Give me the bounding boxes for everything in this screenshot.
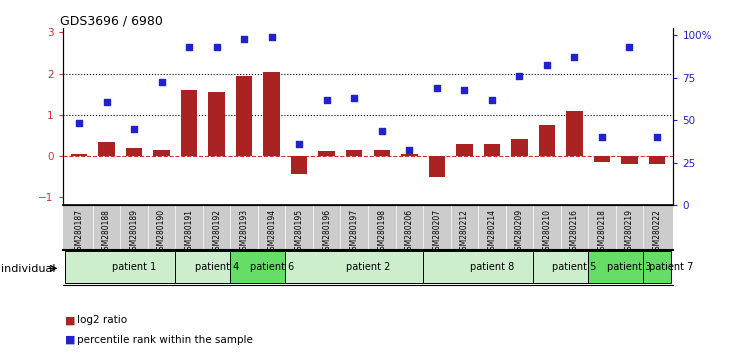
Bar [373, 150, 390, 156]
Point [128, 126, 140, 132]
Point [348, 96, 360, 101]
Text: GSM280198: GSM280198 [378, 209, 386, 255]
Bar [181, 90, 197, 156]
Bar [456, 144, 473, 156]
Point [294, 142, 305, 147]
Bar [126, 148, 142, 156]
Bar [99, 142, 115, 156]
Bar [71, 154, 88, 156]
Bar [346, 150, 363, 156]
Text: GSM280197: GSM280197 [350, 209, 358, 255]
Text: GSM280222: GSM280222 [652, 209, 662, 255]
Text: patient 1: patient 1 [112, 262, 156, 272]
Point [376, 129, 388, 134]
Text: GSM280193: GSM280193 [240, 209, 249, 255]
Bar [175, 251, 230, 283]
Bar [66, 251, 175, 283]
Point [431, 85, 442, 91]
Text: GSM280194: GSM280194 [267, 209, 276, 255]
Bar [643, 251, 670, 283]
Text: GSM280218: GSM280218 [598, 209, 606, 255]
Bar [621, 156, 637, 164]
Text: patient 7: patient 7 [648, 262, 693, 272]
Point [321, 97, 333, 103]
Text: GSM280219: GSM280219 [625, 209, 634, 255]
Text: percentile rank within the sample: percentile rank within the sample [77, 335, 253, 345]
Bar [423, 251, 533, 283]
Bar [236, 76, 252, 156]
Text: patient 3: patient 3 [607, 262, 651, 272]
Text: GSM280209: GSM280209 [515, 209, 524, 255]
Point [183, 44, 195, 50]
Text: GSM280191: GSM280191 [185, 209, 194, 255]
Text: patient 8: patient 8 [470, 262, 514, 272]
Text: GSM280196: GSM280196 [322, 209, 331, 255]
Bar [286, 251, 423, 283]
Text: patient 5: patient 5 [552, 262, 597, 272]
Text: GSM280189: GSM280189 [130, 209, 138, 255]
Text: GSM280190: GSM280190 [157, 209, 166, 255]
Point [101, 99, 113, 105]
Text: ■: ■ [65, 335, 75, 345]
Text: GSM280195: GSM280195 [294, 209, 304, 255]
Text: GSM280207: GSM280207 [432, 209, 442, 255]
Text: individual: individual [1, 264, 55, 274]
Bar [533, 251, 588, 283]
Bar [566, 111, 583, 156]
Text: log2 ratio: log2 ratio [77, 315, 127, 325]
Bar [428, 156, 445, 177]
Point [459, 87, 470, 93]
Point [403, 147, 415, 153]
Text: GSM280206: GSM280206 [405, 209, 414, 255]
Text: patient 2: patient 2 [346, 262, 390, 272]
Bar [648, 156, 665, 164]
Text: ■: ■ [65, 315, 75, 325]
Text: GSM280192: GSM280192 [212, 209, 221, 255]
Bar [319, 151, 335, 156]
Bar [263, 72, 280, 156]
Bar [208, 92, 225, 156]
Bar [511, 139, 528, 156]
Text: GSM280212: GSM280212 [460, 209, 469, 255]
Bar [594, 156, 610, 162]
Point [238, 36, 250, 41]
Text: GSM280187: GSM280187 [74, 209, 84, 255]
Text: GDS3696 / 6980: GDS3696 / 6980 [60, 14, 163, 27]
Point [514, 73, 526, 79]
Point [266, 34, 277, 39]
Bar [484, 144, 500, 156]
Text: GSM280210: GSM280210 [542, 209, 551, 255]
Point [623, 44, 635, 50]
Bar [401, 154, 417, 156]
Text: GSM280214: GSM280214 [487, 209, 496, 255]
Point [486, 97, 498, 103]
Text: GSM280188: GSM280188 [102, 209, 111, 255]
Bar [539, 125, 555, 156]
Text: patient 4: patient 4 [194, 262, 238, 272]
Point [210, 44, 222, 50]
Point [541, 63, 553, 68]
Point [651, 135, 663, 140]
Bar [230, 251, 286, 283]
Bar [291, 156, 308, 175]
Bar [588, 251, 643, 283]
Point [156, 79, 168, 85]
Point [568, 54, 580, 60]
Point [73, 120, 85, 126]
Text: GSM280216: GSM280216 [570, 209, 579, 255]
Text: patient 6: patient 6 [250, 262, 294, 272]
Point [596, 135, 608, 140]
Bar [153, 150, 170, 156]
